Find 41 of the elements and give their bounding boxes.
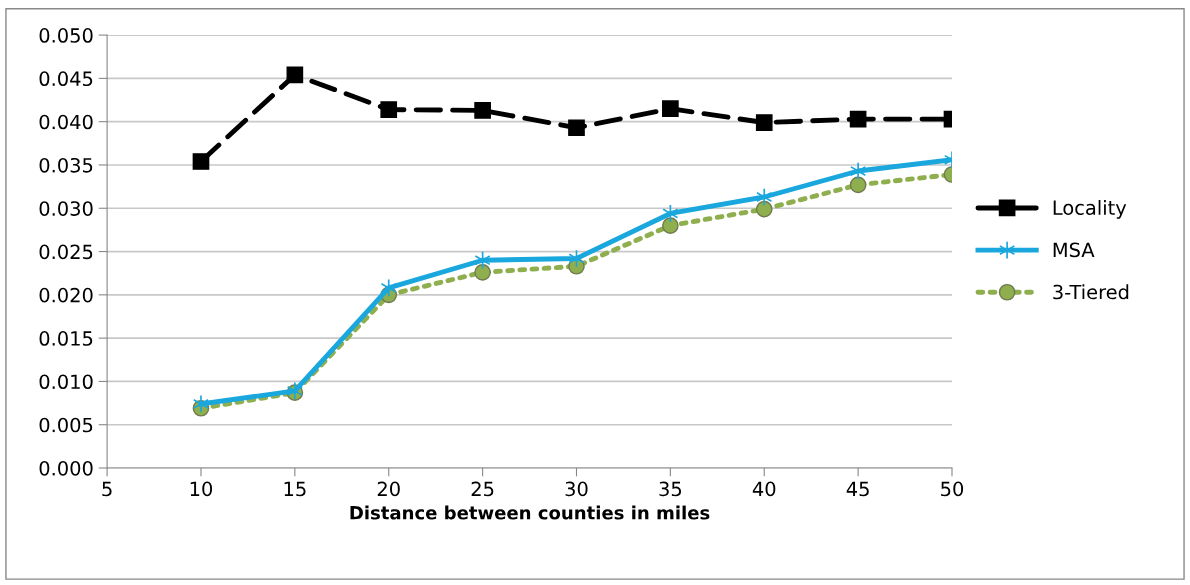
x-tick-label: 10	[190, 481, 213, 497]
x-tick-label: 5	[102, 481, 112, 497]
point	[380, 278, 397, 298]
y-tick-label: 0.000	[39, 460, 93, 476]
point	[849, 110, 867, 128]
y-tick-label: 0.025	[39, 244, 93, 260]
y-tick-label: 0.045	[39, 71, 93, 87]
point	[662, 100, 679, 118]
y-tick-label: 0.010	[39, 374, 93, 390]
y-tick-label: 0.040	[39, 114, 93, 130]
x-axis-title: Distance between counties in miles	[350, 505, 710, 520]
point	[568, 119, 585, 137]
point	[849, 176, 867, 194]
x-tick-label: 15	[284, 481, 306, 497]
point	[850, 161, 867, 181]
point	[192, 153, 210, 170]
point	[380, 101, 398, 118]
point	[474, 102, 491, 119]
point	[755, 114, 773, 131]
point	[474, 263, 491, 281]
y-tick-label: 0.005	[39, 417, 93, 433]
y-tick-label: 0.035	[39, 157, 93, 173]
legend-label: MSA	[1053, 242, 1095, 258]
point	[755, 200, 773, 218]
point	[662, 217, 679, 234]
x-tick-label: 40	[752, 481, 776, 497]
y-tick-label: 0.020	[39, 287, 93, 303]
x-tick-label: 50	[941, 481, 964, 497]
x-tick-label: 20	[377, 481, 400, 497]
y-tick-label: 0.050	[39, 28, 93, 43]
legend-label: 3-Tiered	[1053, 284, 1129, 300]
x-tick-label: 35	[659, 481, 682, 497]
point	[192, 394, 210, 414]
x-tick-label: 25	[471, 481, 494, 497]
y-tick-label: 0.015	[39, 331, 93, 346]
x-tick-label: 30	[565, 481, 588, 497]
y-tick-label: 0.030	[39, 201, 93, 216]
point	[756, 187, 773, 207]
legend-label: Locality	[1053, 199, 1127, 219]
x-tick-label: 45	[846, 481, 869, 497]
point	[286, 66, 304, 84]
